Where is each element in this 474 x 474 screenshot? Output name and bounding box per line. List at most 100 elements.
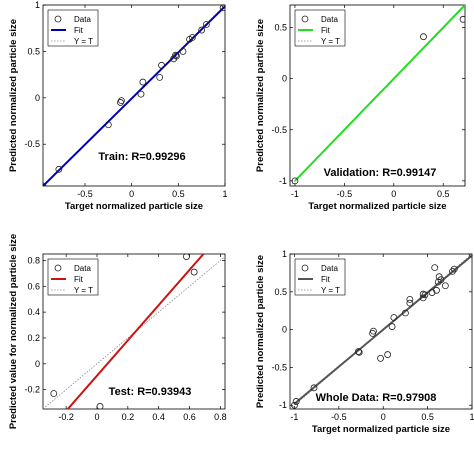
legend-entry: Data (74, 264, 91, 273)
legend-entry: Y = T (74, 37, 93, 46)
legend: Data Fit Y = T (294, 258, 346, 296)
legend-entry: Fit (321, 275, 331, 284)
data-point (355, 348, 363, 356)
data-point (431, 264, 439, 272)
x-tick-label: 0 (94, 412, 99, 422)
data-point (354, 348, 362, 355)
data-point (158, 61, 165, 69)
x-tick-label: 0.2 (122, 412, 135, 422)
data-point (179, 48, 187, 55)
r-value-annotation: Whole Data: R=0.97908 (316, 392, 437, 404)
data-point (420, 33, 427, 41)
y-tick-label: 0.4 (27, 307, 40, 317)
y-tick-label: 0.5 (274, 22, 287, 32)
x-tick-label: 0.5 (421, 412, 434, 422)
data-point (459, 15, 465, 23)
data-point (96, 403, 104, 409)
x-tick-label: -1 (290, 412, 298, 422)
y-tick-label: -1 (279, 400, 287, 410)
data-point (437, 276, 445, 284)
legend-entry: Fit (74, 26, 84, 35)
data-point (433, 286, 440, 294)
legend-marker-data (54, 264, 62, 272)
chart-panel-1: -0.5 0 0.5 1 -0.5 0 0.5 1 Data Fit Y = T Train: R=0… (8, 0, 228, 212)
y-axis-label: Predicted normalized particle size (255, 255, 266, 408)
x-tick-label: 0.6 (183, 412, 196, 422)
data-point (219, 5, 225, 12)
data-point (449, 267, 456, 275)
data-point (370, 327, 377, 335)
data-point (388, 323, 396, 330)
legend-entry: Data (321, 15, 338, 24)
data-point (450, 265, 458, 273)
y-tick-label: 0.6 (27, 281, 40, 291)
fit-line (294, 5, 465, 182)
data-point (406, 299, 414, 307)
data-point (198, 26, 206, 34)
identity-line (43, 256, 225, 409)
x-axis-label: Target normalized particle size (312, 424, 450, 435)
y-tick-label: -0.2 (24, 385, 40, 395)
x-tick-label: -0.5 (337, 189, 353, 199)
x-tick-label: -0.5 (77, 189, 93, 199)
legend-entry: Fit (74, 275, 84, 284)
y-tick-label: 0 (35, 359, 40, 369)
legend-entry: Data (321, 264, 338, 273)
data-point (55, 165, 63, 173)
chart-panel-3: -0.2 0 0.2 0.4 0.6 0.8 -0.2 0 0.2 0.4 0.6 0.8 Data Fi… (8, 234, 227, 429)
x-tick-label: 0 (391, 189, 396, 199)
legend-marker-data (301, 264, 309, 272)
y-tick-label: -0.5 (24, 139, 40, 149)
y-axis-label: Predicted normalized particle size (8, 19, 19, 172)
r-value-annotation: Test: R=0.93943 (109, 386, 192, 398)
data-point (291, 401, 298, 409)
r-value-annotation: Train: R=0.99296 (98, 151, 185, 163)
x-tick-label: -1 (291, 189, 299, 199)
data-point (384, 351, 392, 358)
data-point (156, 74, 164, 81)
x-tick-label: 1 (469, 412, 474, 422)
data-point (139, 78, 147, 86)
y-tick-label: -0.5 (271, 125, 287, 135)
y-axis-label: Predicted value for normalized particle … (8, 234, 19, 429)
r-value-annotation: Validation: R=0.99147 (324, 167, 437, 179)
legend-marker-data (54, 15, 62, 23)
data-point (428, 289, 436, 296)
x-tick-label: 0.5 (437, 189, 450, 199)
data-point (104, 121, 112, 129)
y-tick-label: -1 (279, 176, 287, 186)
data-point (172, 51, 179, 59)
legend-entry: Y = T (74, 286, 93, 295)
data-point (292, 398, 300, 405)
legend-entry: Y = T (321, 286, 340, 295)
x-tick-label: 0.5 (172, 189, 185, 199)
y-tick-label: 1 (282, 249, 287, 259)
y-tick-label: 0.5 (274, 287, 287, 297)
y-tick-label: 0.5 (27, 46, 40, 56)
legend: Data Fit Y = T (294, 9, 346, 47)
y-tick-label: 0.2 (27, 333, 40, 343)
y-tick-label: -0.5 (271, 362, 287, 372)
x-axis-label: Target normalized particle size (65, 201, 203, 212)
x-tick-label: 0 (381, 412, 386, 422)
x-tick-label: -0.5 (331, 412, 347, 422)
legend-entry: Fit (321, 26, 331, 35)
data-point (291, 177, 299, 185)
data-point (310, 384, 318, 392)
data-point (118, 97, 125, 105)
data-point (202, 21, 210, 28)
legend: Data Fit Y = T (47, 9, 99, 47)
data-point (390, 314, 398, 321)
x-tick-label: 0.8 (214, 412, 227, 422)
data-point (173, 52, 180, 60)
legend-entry: Y = T (321, 37, 340, 46)
data-point (441, 282, 449, 290)
fit-line (43, 5, 225, 186)
x-tick-label: 0 (129, 189, 134, 199)
y-axis-label: Predicted normalized particle size (255, 19, 266, 172)
y-tick-label: 0 (282, 74, 287, 84)
data-point (50, 390, 58, 397)
y-tick-label: 1 (35, 0, 40, 10)
x-axis-label: Target normalized particle size (308, 201, 446, 212)
